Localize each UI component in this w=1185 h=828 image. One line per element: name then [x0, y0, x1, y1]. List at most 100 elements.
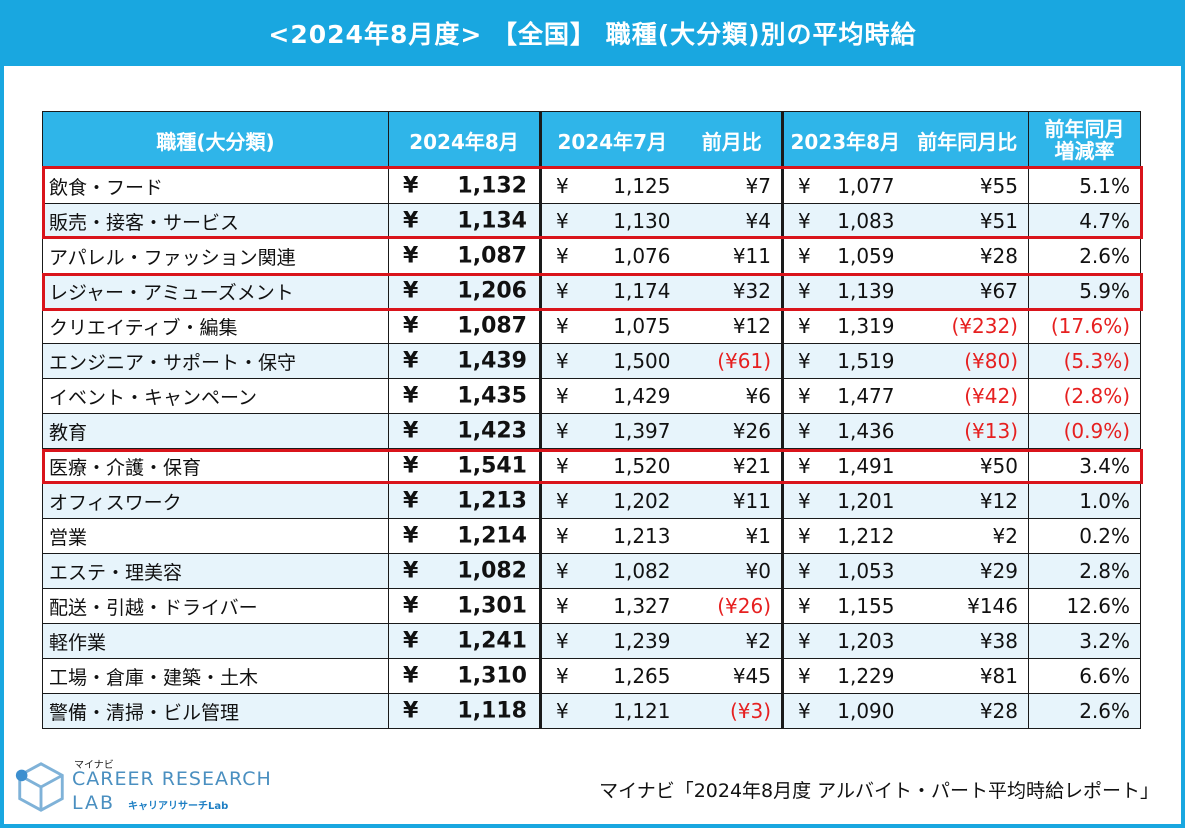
wage-aug2024-value: 1,301: [457, 593, 527, 619]
yen-sign: ¥: [556, 664, 569, 688]
header-jul2024: 2024年7月: [540, 111, 683, 169]
yen-sign: ¥: [798, 699, 811, 723]
yen-sign: ¥: [403, 173, 419, 199]
table-row: エンジニア・サポート・保守 ¥1,439 ¥1,500 (¥61) ¥1,519 (¥80…: [42, 343, 1141, 379]
category-name: 配送・引越・ドライバー: [42, 588, 389, 624]
yen-sign: ¥: [403, 278, 419, 304]
wage-jul2024: ¥1,213: [540, 518, 683, 554]
wage-aug2023: ¥1,212: [782, 518, 907, 554]
yen-sign: ¥: [556, 244, 569, 268]
table-row: アパレル・ファッション関連 ¥1,087 ¥1,076 ¥11 ¥1,059 ¥28 2.6…: [42, 238, 1141, 274]
yen-sign: ¥: [403, 208, 419, 234]
wage-aug2024: ¥1,087: [388, 308, 542, 344]
category-name: 販売・接客・サービス: [42, 203, 389, 239]
yen-sign: ¥: [798, 174, 811, 198]
yen-sign: ¥: [556, 559, 569, 583]
wage-aug2023-value: 1,477: [837, 384, 895, 408]
wage-aug2023-value: 1,090: [837, 699, 895, 723]
yen-sign: ¥: [798, 349, 811, 373]
category-name: 工場・倉庫・建築・土木: [42, 658, 389, 694]
mom-change: ¥11: [682, 483, 784, 519]
logo-sub-japanese: キャリアリサーチLab: [128, 801, 229, 812]
mom-change: ¥6: [682, 378, 784, 414]
wage-aug2024: ¥1,213: [388, 483, 542, 519]
wage-aug2024: ¥1,082: [388, 553, 542, 589]
wage-aug2024: ¥1,439: [388, 343, 542, 379]
wage-aug2024-value: 1,435: [457, 383, 527, 409]
header-yoy-rate-line2: 増減率: [1054, 139, 1115, 163]
yoy-rate: 6.6%: [1028, 658, 1141, 694]
wage-jul2024-value: 1,076: [613, 244, 671, 268]
wage-jul2024-value: 1,125: [613, 174, 671, 198]
logo-lab: LAB: [72, 792, 116, 814]
yen-sign: ¥: [403, 243, 419, 269]
yoy-change: ¥28: [906, 238, 1029, 274]
wage-aug2023-value: 1,083: [837, 209, 895, 233]
yen-sign: ¥: [556, 174, 569, 198]
yen-sign: ¥: [798, 279, 811, 303]
yen-sign: ¥: [798, 594, 811, 618]
wage-aug2024: ¥1,132: [388, 168, 542, 204]
wage-table: 職種(大分類) 2024年8月 2024年7月 前月比 2023年8月 前年同月…: [42, 111, 1141, 729]
wage-aug2024: ¥1,214: [388, 518, 542, 554]
wage-aug2023: ¥1,059: [782, 238, 907, 274]
yoy-rate: 3.2%: [1028, 623, 1141, 659]
yen-sign: ¥: [556, 419, 569, 443]
wage-jul2024: ¥1,520: [540, 448, 683, 484]
yen-sign: ¥: [403, 383, 419, 409]
page-title: <2024年8月度> 【全国】 職種(大分類)別の平均時給: [0, 0, 1185, 66]
wage-aug2024-value: 1,423: [457, 418, 527, 444]
wage-aug2024: ¥1,541: [388, 448, 542, 484]
wage-aug2024-value: 1,213: [457, 488, 527, 514]
wage-aug2024-value: 1,206: [457, 278, 527, 304]
wage-aug2024: ¥1,310: [388, 658, 542, 694]
wage-jul2024: ¥1,076: [540, 238, 683, 274]
table-row: 販売・接客・サービス ¥1,134 ¥1,130 ¥4 ¥1,083 ¥51 4.7%: [42, 203, 1141, 239]
table-body: 飲食・フード ¥1,132 ¥1,125 ¥7 ¥1,077 ¥55 5.1% 販売・接客・サ…: [42, 168, 1141, 729]
header-yoy-rate-line1: 前年同月: [1044, 117, 1125, 141]
yoy-change: (¥13): [906, 413, 1029, 449]
wage-aug2024-value: 1,134: [457, 208, 527, 234]
yen-sign: ¥: [556, 454, 569, 478]
wage-aug2024-value: 1,214: [457, 523, 527, 549]
wage-aug2024: ¥1,206: [388, 273, 542, 309]
yen-sign: ¥: [798, 664, 811, 688]
mom-change: ¥2: [682, 623, 784, 659]
wage-jul2024: ¥1,265: [540, 658, 683, 694]
wage-aug2023: ¥1,229: [782, 658, 907, 694]
category-name: クリエイティブ・編集: [42, 308, 389, 344]
yoy-rate: 3.4%: [1028, 448, 1141, 484]
yoy-change: (¥232): [906, 308, 1029, 344]
wage-jul2024: ¥1,327: [540, 588, 683, 624]
yen-sign: ¥: [798, 524, 811, 548]
yoy-change: ¥2: [906, 518, 1029, 554]
category-name: 飲食・フード: [42, 168, 389, 204]
wage-jul2024-value: 1,121: [613, 699, 671, 723]
yoy-change: ¥67: [906, 273, 1029, 309]
category-name: オフィスワーク: [42, 483, 389, 519]
mom-change: ¥0: [682, 553, 784, 589]
mom-change: ¥21: [682, 448, 784, 484]
wage-aug2023: ¥1,090: [782, 693, 907, 729]
wage-aug2023-value: 1,229: [837, 664, 895, 688]
wage-aug2023-value: 1,139: [837, 279, 895, 303]
yoy-rate: 12.6%: [1028, 588, 1141, 624]
wage-aug2023-value: 1,077: [837, 174, 895, 198]
yen-sign: ¥: [798, 559, 811, 583]
yoy-rate: 2.8%: [1028, 553, 1141, 589]
yen-sign: ¥: [556, 489, 569, 513]
category-name: アパレル・ファッション関連: [42, 238, 389, 274]
yen-sign: ¥: [403, 523, 419, 549]
wage-jul2024-value: 1,174: [613, 279, 671, 303]
category-name: 軽作業: [42, 623, 389, 659]
yen-sign: ¥: [403, 663, 419, 689]
yoy-rate: (2.8%): [1028, 378, 1141, 414]
wage-jul2024-value: 1,075: [613, 314, 671, 338]
category-name: 医療・介護・保育: [42, 448, 389, 484]
wage-jul2024-value: 1,213: [613, 524, 671, 548]
yen-sign: ¥: [556, 314, 569, 338]
wage-aug2024: ¥1,087: [388, 238, 542, 274]
yoy-rate: 5.1%: [1028, 168, 1141, 204]
category-name: イベント・キャンペーン: [42, 378, 389, 414]
wage-jul2024: ¥1,397: [540, 413, 683, 449]
